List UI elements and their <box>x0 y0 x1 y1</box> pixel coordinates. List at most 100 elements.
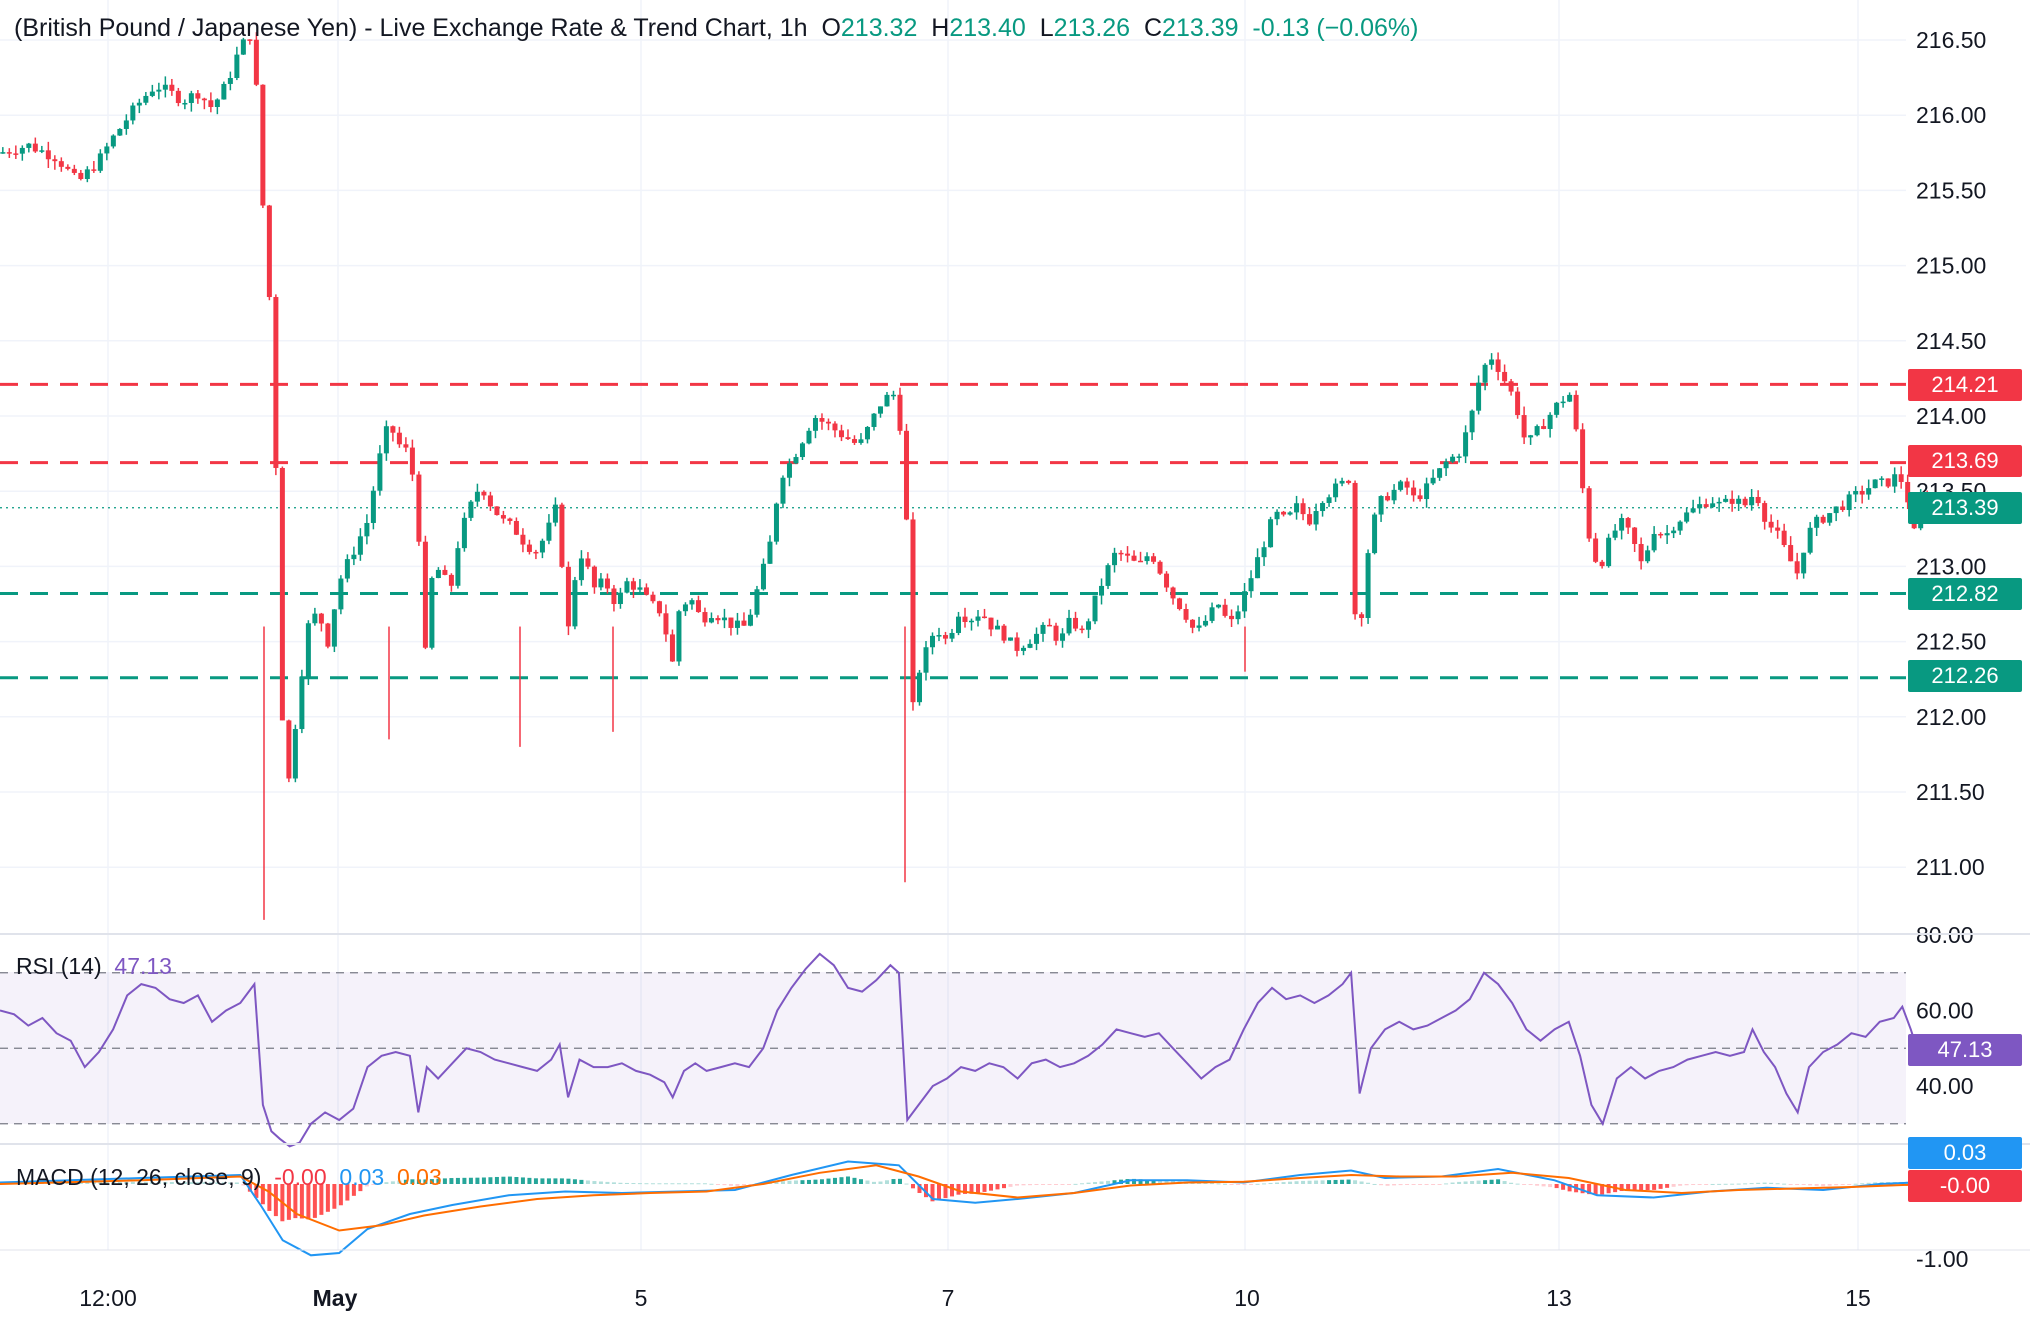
macd-histogram-bar <box>735 1184 740 1186</box>
price-tick-label: 211.00 <box>1916 854 1985 880</box>
candle-body <box>1489 359 1495 365</box>
macd-histogram-bar <box>1678 1184 1683 1186</box>
candle-body <box>929 635 935 648</box>
macd-histogram-bar <box>696 1183 701 1185</box>
candle-body <box>1021 647 1027 651</box>
candle-body <box>273 297 279 468</box>
macd-histogram-bar <box>1782 1183 1787 1185</box>
candle-body <box>513 520 519 535</box>
macd-histogram-bar <box>1873 1182 1878 1184</box>
high-label: H <box>931 14 950 42</box>
candle-body <box>1599 561 1605 567</box>
time-tick-label: 12:00 <box>79 1285 137 1311</box>
macd-histogram-bar <box>507 1176 512 1184</box>
macd-histogram-bar <box>1756 1182 1761 1184</box>
candle-body <box>318 613 324 624</box>
candle-body <box>715 618 721 621</box>
macd-line <box>0 1160 1931 1257</box>
candle-body <box>117 128 123 136</box>
candle-body <box>1060 633 1066 641</box>
candle-body <box>1053 625 1059 641</box>
level-tag-214-21: 214.21 <box>1908 369 2022 401</box>
candle-body <box>598 578 604 588</box>
macd-histogram-bar <box>527 1177 532 1184</box>
price-tick-label: 215.50 <box>1916 177 1986 203</box>
candle-body <box>279 467 285 721</box>
macd-histogram-bar <box>176 1182 181 1184</box>
macd-histogram-bar <box>475 1177 480 1184</box>
chart-header: (British Pound / Japanese Yen) - Live Ex… <box>14 14 1419 43</box>
macd-histogram-bar <box>273 1184 278 1217</box>
macd-histogram-bar <box>449 1178 454 1184</box>
candle-body <box>1677 521 1683 531</box>
candle-body <box>1326 497 1332 504</box>
macd-histogram-bar <box>1515 1183 1520 1185</box>
candle-body <box>754 589 760 615</box>
macd-legend[interactable]: MACD (12, 26, close, 9) -0.00 0.03 0.03 <box>16 1164 442 1191</box>
candle-body <box>292 729 298 779</box>
candle-body <box>682 604 688 612</box>
candle-body <box>1593 538 1599 562</box>
candlesticks[interactable] <box>0 32 1930 920</box>
candle-body <box>1788 545 1794 562</box>
candle-body <box>1872 479 1878 489</box>
macd-histogram-bar <box>989 1184 994 1191</box>
candle-body <box>825 421 831 424</box>
candle-body <box>1027 643 1033 648</box>
macd-histogram-bar <box>85 1182 90 1184</box>
macd-histogram-bar <box>1834 1184 1839 1186</box>
candle-body <box>1099 585 1105 596</box>
candle-body <box>156 89 162 92</box>
rsi-legend[interactable]: RSI (14) 47.13 <box>16 953 172 980</box>
macd-histogram-bar <box>215 1182 220 1184</box>
candle-body <box>227 77 233 84</box>
macd-histogram-bar <box>1697 1184 1702 1185</box>
macd-histogram-bar <box>793 1180 798 1184</box>
candle-body <box>1619 518 1625 531</box>
candle-body <box>949 632 955 639</box>
candle-body <box>221 83 227 100</box>
candle-body <box>6 152 12 154</box>
candle-body <box>975 616 981 621</box>
macd-histogram-bar <box>163 1181 168 1184</box>
candle-body <box>1105 565 1111 586</box>
candle-body <box>1638 544 1644 562</box>
candle-body <box>1892 474 1898 487</box>
macd-histogram-bar <box>780 1181 785 1184</box>
candle-body <box>1183 609 1189 620</box>
macd-histogram-bar <box>1561 1184 1566 1190</box>
macd-histogram-bar <box>585 1180 590 1184</box>
candle-body <box>663 613 669 635</box>
macd-histogram-bar <box>657 1183 662 1185</box>
high-value: 213.40 <box>949 14 1026 42</box>
candle-body <box>871 413 877 427</box>
macd-histogram-bar <box>143 1181 148 1184</box>
macd-histogram-bar <box>468 1177 473 1184</box>
macd-histogram-bar <box>943 1184 948 1199</box>
macd-histogram-bar <box>1593 1184 1598 1196</box>
macd-histogram-bar <box>1210 1183 1215 1185</box>
macd-histogram-bar <box>852 1177 857 1184</box>
candle-body <box>455 548 461 586</box>
candle-body <box>637 587 643 590</box>
macd-histogram-bar <box>1054 1184 1059 1185</box>
candle-body <box>877 406 883 414</box>
macd-histogram-bar <box>1047 1184 1052 1185</box>
candle-body <box>1339 480 1345 484</box>
close-value: 213.39 <box>1162 14 1239 42</box>
candle-body <box>734 620 740 628</box>
candle-body <box>266 205 272 298</box>
macd-histogram-bar <box>650 1183 655 1185</box>
macd-histogram-bar <box>351 1184 356 1196</box>
candle-body <box>1651 533 1657 551</box>
candle-body <box>253 39 259 85</box>
level-lines <box>0 382 1906 680</box>
symbol-title[interactable]: (British Pound / Japanese Yen) - Live Ex… <box>14 14 808 42</box>
candle-body <box>1118 552 1124 555</box>
candle-body <box>1476 382 1482 411</box>
candle-body <box>149 91 155 96</box>
macd-histogram-bar <box>774 1181 779 1184</box>
candle-body <box>409 447 415 475</box>
candle-body <box>169 84 175 91</box>
